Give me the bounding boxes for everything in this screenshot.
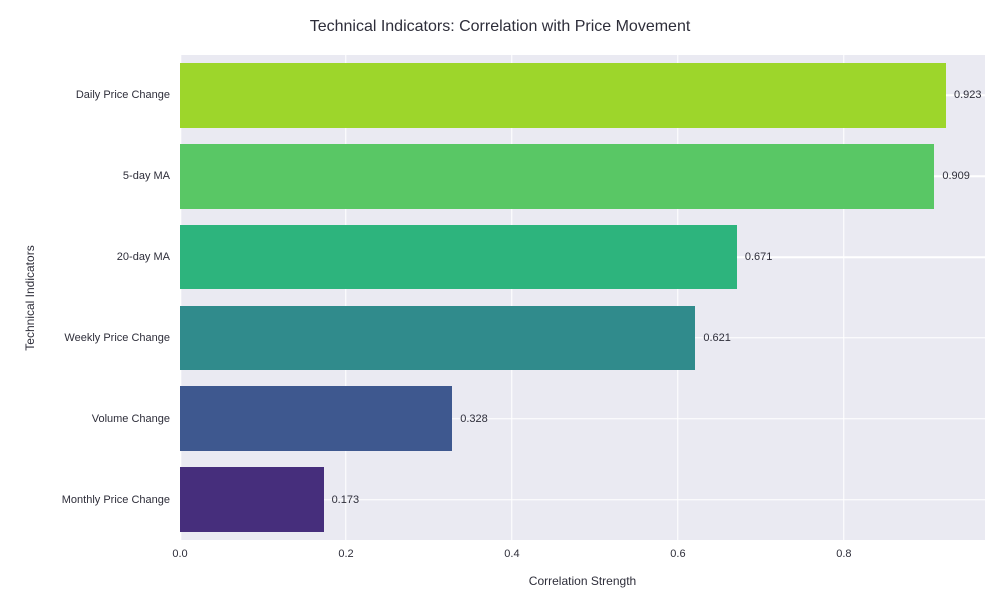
x-tick-label: 0.4 xyxy=(504,540,519,560)
bar xyxy=(180,467,324,532)
chart-container: Technical Indicators: Correlation with P… xyxy=(0,0,1000,600)
y-tick-label: 5-day MA xyxy=(123,170,180,182)
x-gridline xyxy=(345,55,347,540)
bar xyxy=(180,225,737,290)
x-gridline xyxy=(677,55,679,540)
bar-value-label: 0.923 xyxy=(954,89,982,101)
bar xyxy=(180,144,934,209)
bar xyxy=(180,63,946,128)
x-gridline xyxy=(843,55,845,540)
y-tick-label: 20-day MA xyxy=(117,251,180,263)
y-tick-label: Weekly Price Change xyxy=(64,332,180,344)
bar-value-label: 0.621 xyxy=(703,332,731,344)
y-tick-label: Daily Price Change xyxy=(76,89,180,101)
bar-value-label: 0.671 xyxy=(745,251,773,263)
bar-value-label: 0.173 xyxy=(332,494,360,506)
y-axis-label: Technical Indicators xyxy=(23,245,37,350)
x-tick-label: 0.8 xyxy=(836,540,851,560)
bar xyxy=(180,306,695,371)
chart-title: Technical Indicators: Correlation with P… xyxy=(0,18,1000,36)
plot-area: 0.00.20.40.60.8Daily Price Change0.9235-… xyxy=(180,55,985,540)
x-tick-label: 0.0 xyxy=(172,540,187,560)
x-tick-label: 0.2 xyxy=(338,540,353,560)
bar-value-label: 0.328 xyxy=(460,413,488,425)
y-tick-label: Monthly Price Change xyxy=(62,494,180,506)
x-gridline xyxy=(511,55,513,540)
bar-value-label: 0.909 xyxy=(942,170,970,182)
x-axis-label: Correlation Strength xyxy=(529,574,636,588)
x-tick-label: 0.6 xyxy=(670,540,685,560)
bar xyxy=(180,386,452,451)
y-tick-label: Volume Change xyxy=(92,413,180,425)
